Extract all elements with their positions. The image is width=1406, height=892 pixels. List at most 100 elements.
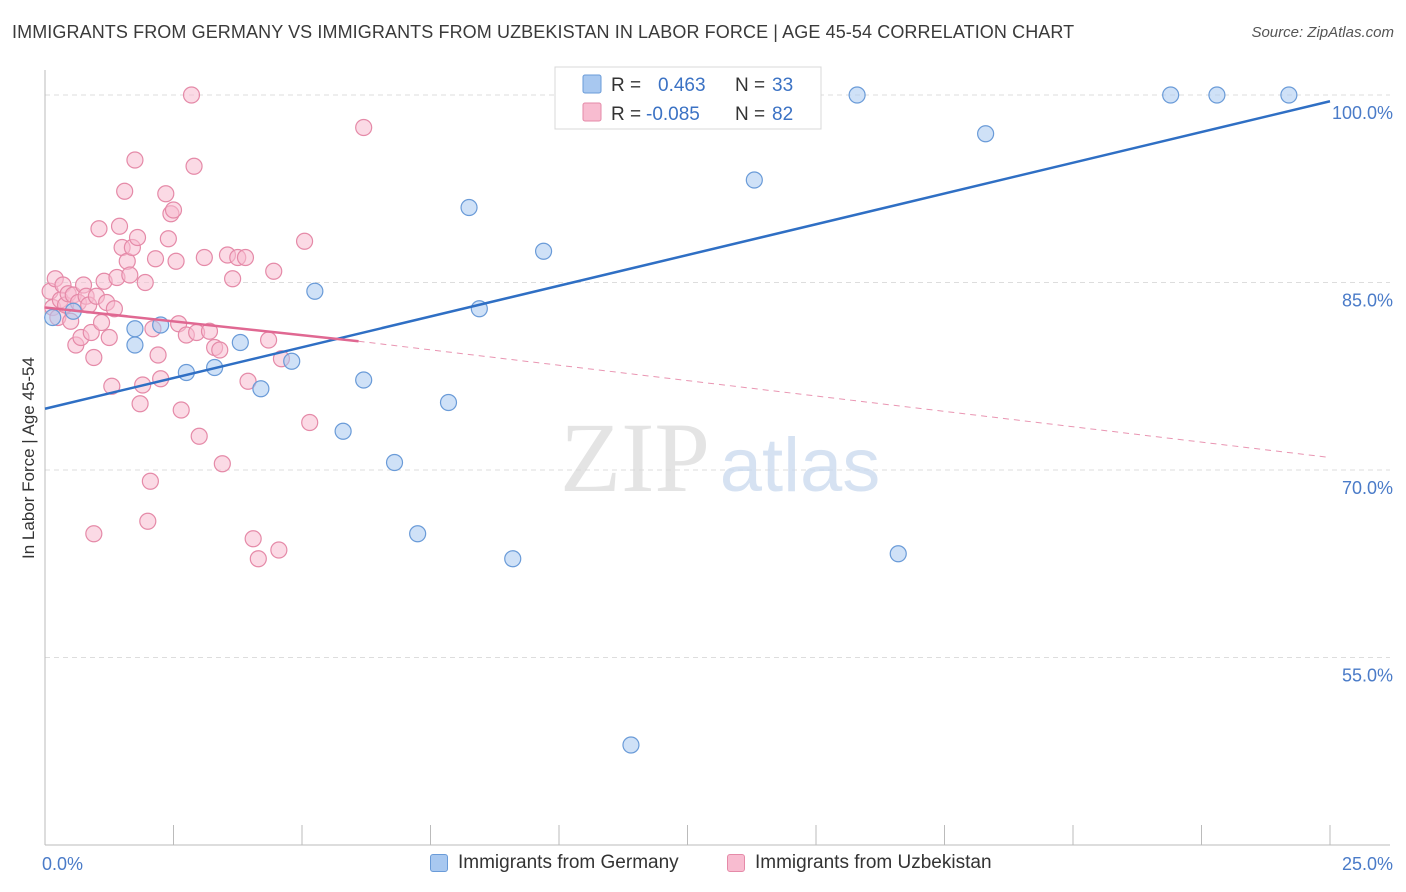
watermark: ZIP atlas <box>560 402 880 513</box>
uzbek-point-45 <box>157 185 175 203</box>
germany-point-28 <box>1208 86 1226 104</box>
trend-lines <box>44 100 1331 458</box>
watermark-zip: ZIP <box>560 402 710 513</box>
axes <box>44 70 1390 846</box>
uzbek-point-24 <box>100 328 118 347</box>
germany-point-12 <box>355 371 373 389</box>
x-tick-label-0: 0.0% <box>42 854 83 874</box>
uzbek-point-51 <box>172 401 190 419</box>
uzbek-point-75 <box>355 118 373 137</box>
germany-point-16 <box>460 198 478 217</box>
bottom-legend: Immigrants from Germany Immigrants from … <box>0 852 1406 878</box>
uzbek-point-73 <box>295 232 314 250</box>
legend-uzbek-r-label: R = <box>611 104 641 125</box>
uzbek-point-17 <box>85 348 103 367</box>
germany-point-7 <box>231 333 249 352</box>
germany-point-22 <box>622 736 640 754</box>
germany-points <box>44 86 1298 754</box>
uzbek-trend-line <box>44 306 359 343</box>
legend-uzbek-n-value: 82 <box>772 104 793 125</box>
uzbek-point-21 <box>92 313 111 332</box>
uzbek-point-48 <box>164 201 183 219</box>
uzbek-point-49 <box>167 252 185 270</box>
uzbek-point-65 <box>236 248 255 267</box>
uzbek-point-67 <box>244 530 262 548</box>
germany-point-10 <box>306 282 324 300</box>
legend-label-uzbekistan: Immigrants from Uzbekistan <box>755 852 992 873</box>
germany-point-18 <box>504 550 522 568</box>
uzbek-point-30 <box>116 182 134 200</box>
x-tick-label-1: 25.0% <box>1342 854 1393 874</box>
germany-point-13 <box>385 453 404 472</box>
germany-point-27 <box>1162 86 1180 104</box>
uzbek-point-28 <box>110 217 129 235</box>
legend-swatch-uzbekistan-bottom <box>727 854 745 872</box>
legend-germany-r-value: 0.463 <box>658 75 706 96</box>
uzbek-point-74 <box>301 413 319 432</box>
legend-germany-n-label: N = <box>735 75 765 96</box>
germany-point-24 <box>848 86 866 104</box>
germany-trend-line <box>44 100 1331 410</box>
chart-source: Source: ZipAtlas.com <box>1251 24 1394 41</box>
uzbek-point-25 <box>103 377 121 395</box>
uzbek-point-40 <box>141 472 159 490</box>
uzbek-point-18 <box>85 525 103 543</box>
uzbek-point-70 <box>265 262 283 280</box>
legend-swatch-germany-bottom <box>430 854 448 872</box>
germany-point-11 <box>334 422 352 440</box>
legend-label-germany: Immigrants from Germany <box>458 852 679 873</box>
uzbek-point-66 <box>239 372 257 390</box>
legend-uzbek-r-value: -0.085 <box>646 104 700 125</box>
legend-swatch-uzbekistan <box>582 102 602 122</box>
uzbek-point-32 <box>121 266 139 284</box>
uzbek-point-68 <box>249 550 267 568</box>
uzbek-point-54 <box>185 157 203 175</box>
germany-point-25 <box>889 545 907 563</box>
chart-title: IMMIGRANTS FROM GERMANY VS IMMIGRANTS FR… <box>12 22 1075 42</box>
germany-point-0 <box>44 308 62 327</box>
uzbek-point-69 <box>259 331 278 349</box>
uzbek-point-26 <box>105 300 123 318</box>
germany-point-23 <box>745 171 763 189</box>
uzbek-point-39 <box>139 512 157 530</box>
uzbek-point-57 <box>195 248 213 267</box>
uzbek-point-42 <box>146 250 165 268</box>
uzbek-point-34 <box>126 151 144 169</box>
uzbek-trend-extension <box>358 340 1331 458</box>
x-tick-labels: 0.0% 25.0% <box>42 854 1393 874</box>
uzbek-points <box>41 86 373 568</box>
germany-point-15 <box>439 393 458 412</box>
legend-swatch-germany <box>582 74 602 94</box>
uzbek-point-20 <box>90 220 108 238</box>
germany-point-8 <box>252 380 270 398</box>
uzbek-point-16 <box>82 323 100 342</box>
legend-germany-r-label: R = <box>611 75 641 96</box>
germany-point-14 <box>409 525 427 543</box>
uzbek-point-61 <box>213 455 231 473</box>
germany-point-26 <box>977 125 995 143</box>
legend-germany-n-value: 33 <box>772 75 793 96</box>
uzbek-point-56 <box>190 427 208 445</box>
uzbek-point-58 <box>200 322 219 340</box>
y-tick-labels: 55.0% 70.0% 85.0% 100.0% <box>1332 103 1393 686</box>
watermark-atlas: atlas <box>720 423 881 508</box>
y-tick-label-1: 70.0% <box>1342 478 1393 498</box>
uzbek-point-35 <box>128 228 147 247</box>
germany-point-19 <box>534 242 553 260</box>
uzbek-point-60 <box>211 341 229 359</box>
y-tick-label-2: 85.0% <box>1342 291 1393 311</box>
legend-uzbek-n-label: N = <box>735 104 765 125</box>
uzbek-point-43 <box>149 346 167 364</box>
germany-point-3 <box>126 336 144 354</box>
uzbek-point-53 <box>182 86 201 104</box>
germany-point-29 <box>1280 86 1298 104</box>
uzbek-point-46 <box>159 230 177 248</box>
legend-item-germany: Immigrants from Germany <box>430 852 679 874</box>
uzbek-point-71 <box>270 541 288 559</box>
germany-point-2 <box>126 320 144 338</box>
uzbek-point-63 <box>224 270 242 288</box>
legend-item-uzbekistan: Immigrants from Uzbekistan <box>727 852 992 874</box>
y-tick-label-3: 100.0% <box>1332 103 1393 123</box>
y-axis-label: In Labor Force | Age 45-54 <box>19 357 38 559</box>
